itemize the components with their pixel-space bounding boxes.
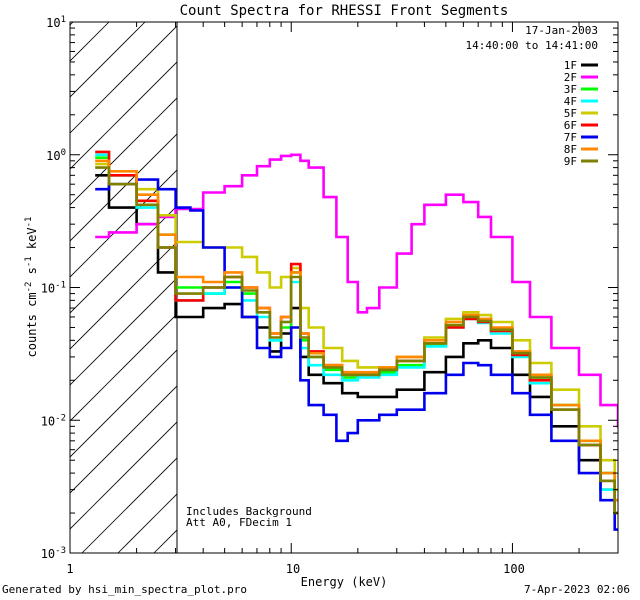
x-tick-label-10: 10 bbox=[286, 562, 300, 576]
y-axis-label: counts cm-2 s-1 keV-1 bbox=[24, 217, 39, 358]
hatch-line bbox=[70, 421, 177, 530]
y-tick-label: 10-1 bbox=[41, 281, 66, 296]
legend-label-7F: 7F bbox=[564, 131, 577, 144]
hatch-line bbox=[70, 241, 177, 350]
axis-ticks bbox=[69, 21, 619, 554]
legend-label-8F: 8F bbox=[564, 143, 577, 156]
x-tick-label-100: 100 bbox=[503, 562, 525, 576]
y-tick-label: 100 bbox=[46, 148, 66, 163]
footer-generated-by: Generated by hsi_min_spectra_plot.pro bbox=[2, 583, 248, 596]
series-line-7F bbox=[95, 178, 618, 531]
legend-label-3F: 3F bbox=[564, 83, 577, 96]
series-line-9F bbox=[95, 166, 618, 515]
y-tick-label: 10-3 bbox=[41, 546, 66, 561]
y-tick-label: 10-2 bbox=[41, 413, 66, 428]
annotation-background: Includes Background bbox=[186, 505, 312, 518]
hatch-line bbox=[70, 277, 177, 386]
footer-timestamp: 7-Apr-2023 02:06 bbox=[524, 583, 630, 596]
hatch-line bbox=[70, 61, 177, 170]
x-axis-label: Energy (keV) bbox=[301, 575, 388, 589]
legend-label-4F: 4F bbox=[564, 95, 577, 108]
time-range-label: 14:40:00 to 14:41:00 bbox=[466, 39, 598, 52]
y-tick-labels: 10-3 10-2 10-1 100 101 bbox=[41, 15, 66, 561]
hatch-line bbox=[81, 457, 177, 553]
x-tick-label-1: 1 bbox=[66, 562, 73, 576]
legend-label-5F: 5F bbox=[564, 107, 577, 120]
date-label: 17-Jan-2003 bbox=[525, 24, 598, 37]
legend-label-2F: 2F bbox=[564, 71, 577, 84]
hatch-line bbox=[70, 25, 177, 134]
legend-label-6F: 6F bbox=[564, 119, 577, 132]
series-line-2F bbox=[95, 153, 618, 428]
legend-label-1F: 1F bbox=[564, 59, 577, 72]
chart-title: Count Spectra for RHESSI Front Segments bbox=[180, 3, 509, 19]
hatch-line bbox=[70, 385, 177, 494]
annotation-attenuator: Att A0, FDecim 1 bbox=[186, 516, 292, 529]
excluded-energy-hatch bbox=[70, 22, 177, 553]
y-tick-label: 101 bbox=[46, 15, 66, 30]
hatch-line bbox=[70, 97, 177, 206]
legend-label-9F: 9F bbox=[564, 155, 577, 168]
hatch-line bbox=[70, 205, 177, 314]
